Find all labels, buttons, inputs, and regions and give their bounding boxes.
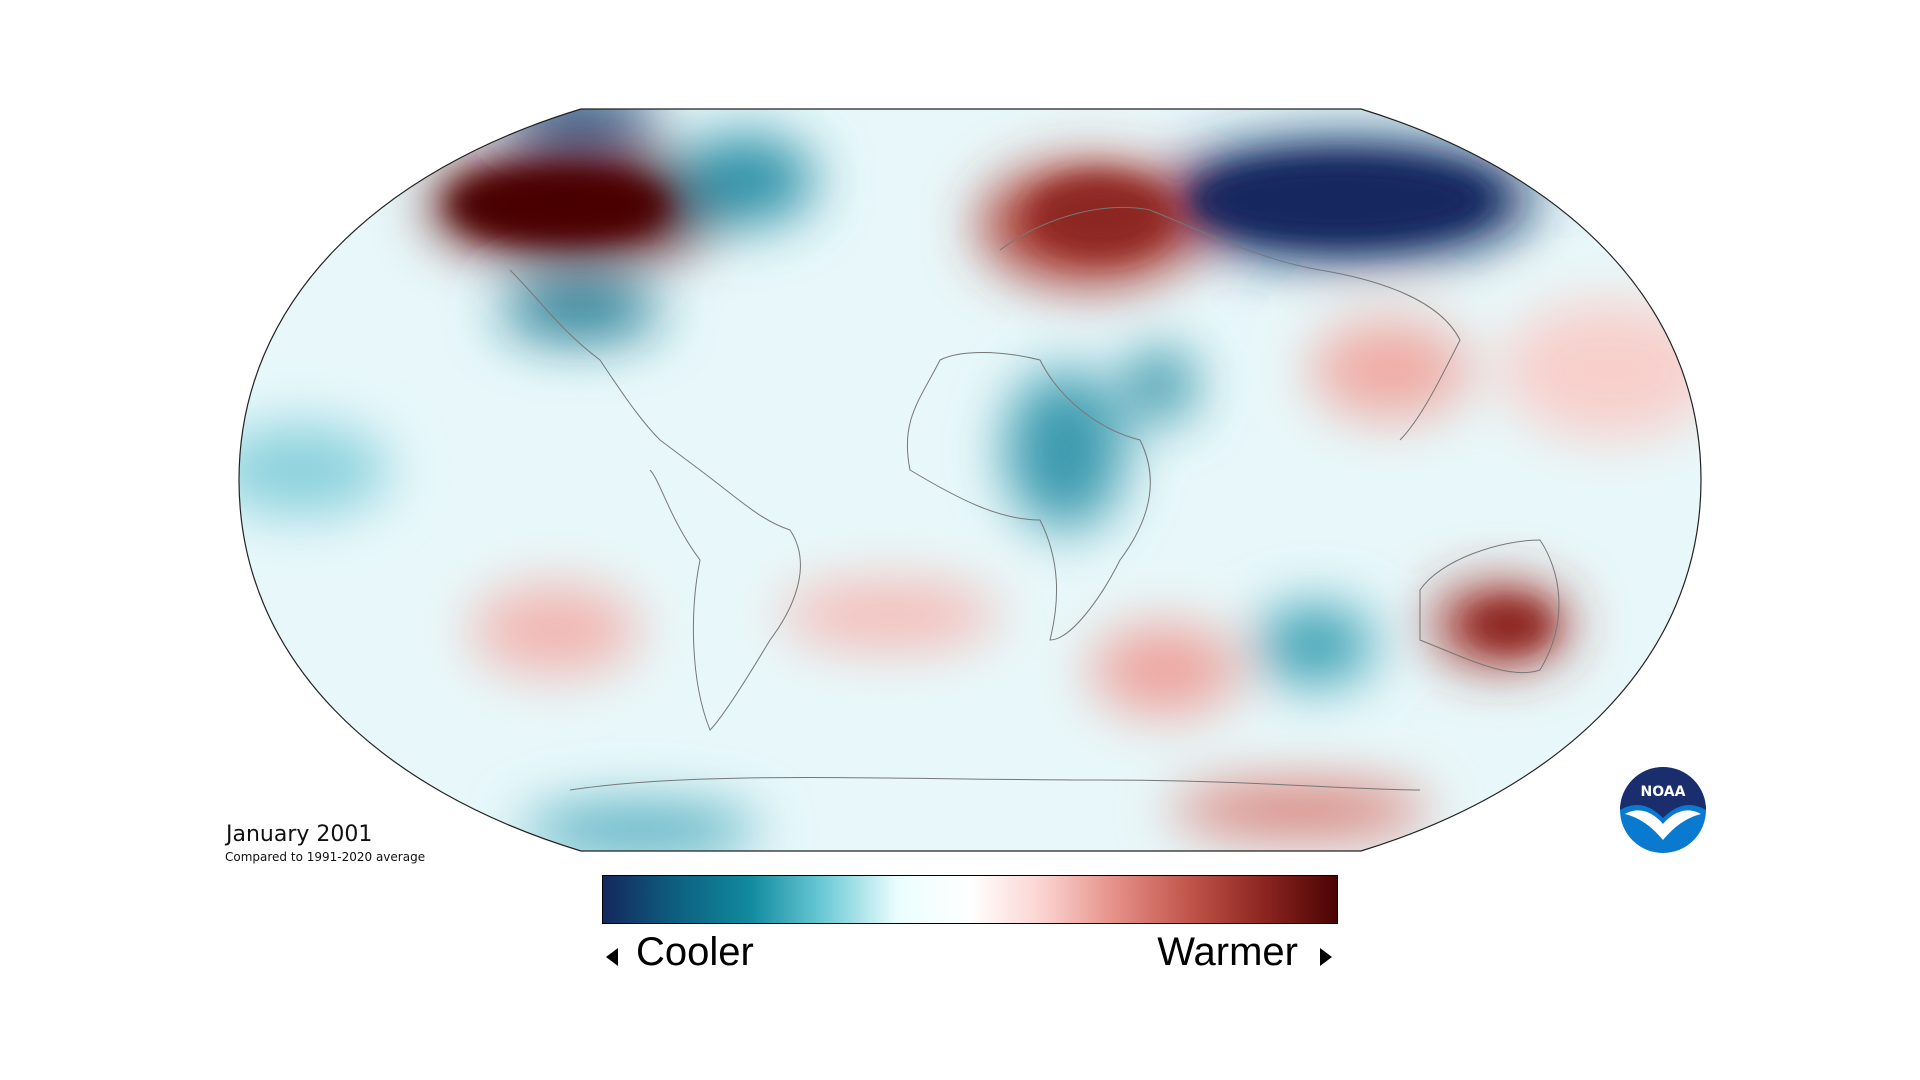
anomaly-region-greenland	[675, 135, 815, 225]
coastlines	[509, 206, 1560, 791]
anomaly-region-south-atlantic	[780, 580, 1000, 650]
anomaly-region-antarctica-west	[520, 805, 760, 851]
anomaly-region-south-pacific	[470, 585, 640, 675]
color-scale-bar	[602, 875, 1338, 924]
cooler-label: Cooler	[636, 930, 754, 974]
anomaly-region-north-pacific-east	[1500, 300, 1701, 440]
anomaly-region-central-africa	[1005, 370, 1125, 530]
svg-text:NOAA: NOAA	[1641, 784, 1686, 800]
arrow-right-icon	[1320, 948, 1332, 966]
noaa-logo: NOAA	[1620, 767, 1706, 853]
map-title: January 2001	[226, 822, 373, 847]
anomaly-region-antarctica-east	[1170, 785, 1430, 835]
warmer-label: Warmer	[1157, 930, 1298, 974]
anomaly-core-alaska-canada	[450, 170, 670, 240]
anomaly-region-arabia	[1125, 350, 1195, 420]
anomaly-core-australia	[1470, 603, 1550, 647]
anomaly-core-europe-western-russia	[1030, 175, 1170, 255]
anomaly-region-arctic-north-america	[500, 109, 660, 140]
anomaly-region-indian-ocean-cool	[1255, 605, 1375, 685]
anomaly-core-siberia	[1190, 160, 1490, 240]
map-subtitle: Compared to 1991-2020 average	[225, 850, 426, 864]
anomaly-region-south-asia	[1310, 320, 1470, 420]
anomaly-region-central-pacific	[239, 425, 390, 515]
arrow-left-icon	[606, 948, 618, 966]
map-outline	[238, 108, 1702, 852]
anomaly-region-south-indian-ocean	[1090, 625, 1240, 715]
anomaly-region-eastern-us	[500, 280, 660, 340]
